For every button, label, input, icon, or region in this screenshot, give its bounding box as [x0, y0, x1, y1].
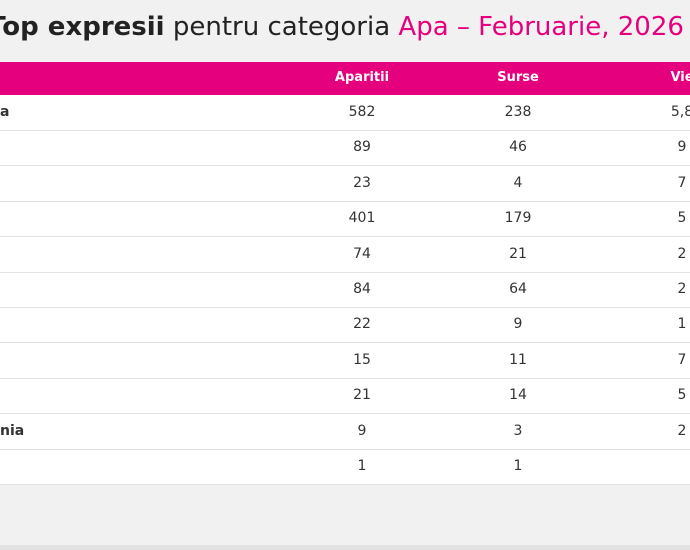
cell-value: 1: [677, 316, 687, 333]
cell-value: 7: [677, 174, 687, 191]
cell-value: 3: [513, 422, 523, 439]
cell-value: 64: [509, 281, 527, 297]
column-header: Aparitii: [334, 70, 390, 85]
cell-value: 9: [357, 422, 367, 439]
table-row: 89 46 9: [0, 130, 690, 167]
table-row: 15 11 7: [0, 343, 690, 379]
table-row: 74 21 2: [0, 237, 690, 273]
table-row: 401 179 5: [0, 201, 690, 238]
row-label: nia: [0, 422, 25, 439]
cell-value: 179: [504, 210, 532, 227]
table: Aparitii Surse Vie a 582 238 5,8 89 46 9 23 4 7 401 17…: [0, 62, 690, 485]
title-bold: Top expresii: [0, 12, 165, 42]
cell-value: 21: [509, 245, 527, 262]
title: Top expresii pentru categoria Apa – Febr…: [0, 12, 684, 42]
cell-value: 5: [677, 210, 687, 227]
cell-value: 74: [353, 245, 371, 262]
table-row: 21 14 5: [0, 378, 690, 415]
table-row: a 582 238 5,8: [0, 95, 690, 131]
column-header: Surse: [497, 70, 539, 85]
cell-value: 401: [348, 210, 376, 227]
table-row: nia 9 3 2: [0, 414, 690, 450]
cell-value: 1: [513, 458, 523, 474]
table-header: Aparitii Surse Vie: [0, 62, 690, 95]
cell-value: 2: [677, 281, 687, 297]
cell-value: 4: [513, 174, 523, 191]
cell-value: 11: [509, 351, 527, 368]
cell-value: 582: [348, 104, 376, 120]
cell-value: 23: [353, 174, 371, 191]
cell-value: 9: [513, 316, 523, 333]
table-row: 22 9 1: [0, 307, 690, 344]
cell-value: 46: [509, 139, 527, 156]
cell-value: 5: [677, 387, 687, 404]
cell-value: 21: [353, 387, 371, 404]
table-row: 23 4 7: [0, 166, 690, 202]
cell-value: 22: [353, 316, 371, 333]
cell-value: 5,8: [670, 104, 690, 120]
cell-value: 14: [509, 387, 527, 404]
cell-value: 2: [677, 422, 687, 439]
footer-band: [0, 545, 690, 550]
cell-value: 238: [504, 104, 532, 120]
title-plain: pentru categoria: [172, 12, 391, 42]
cell-value: 1: [357, 458, 367, 474]
cell-value: 15: [353, 351, 371, 368]
cell-value: 7: [677, 351, 687, 368]
title-accent: Apa – Februarie, 2026: [398, 12, 684, 42]
cell-value: 89: [353, 139, 371, 156]
cell-value: 9: [677, 139, 687, 156]
row-label: a: [0, 104, 10, 120]
table-row: 84 64 2: [0, 272, 690, 308]
cell-value: 84: [353, 281, 371, 297]
cell-value: 2: [677, 245, 687, 262]
column-header: Vie: [670, 70, 690, 85]
